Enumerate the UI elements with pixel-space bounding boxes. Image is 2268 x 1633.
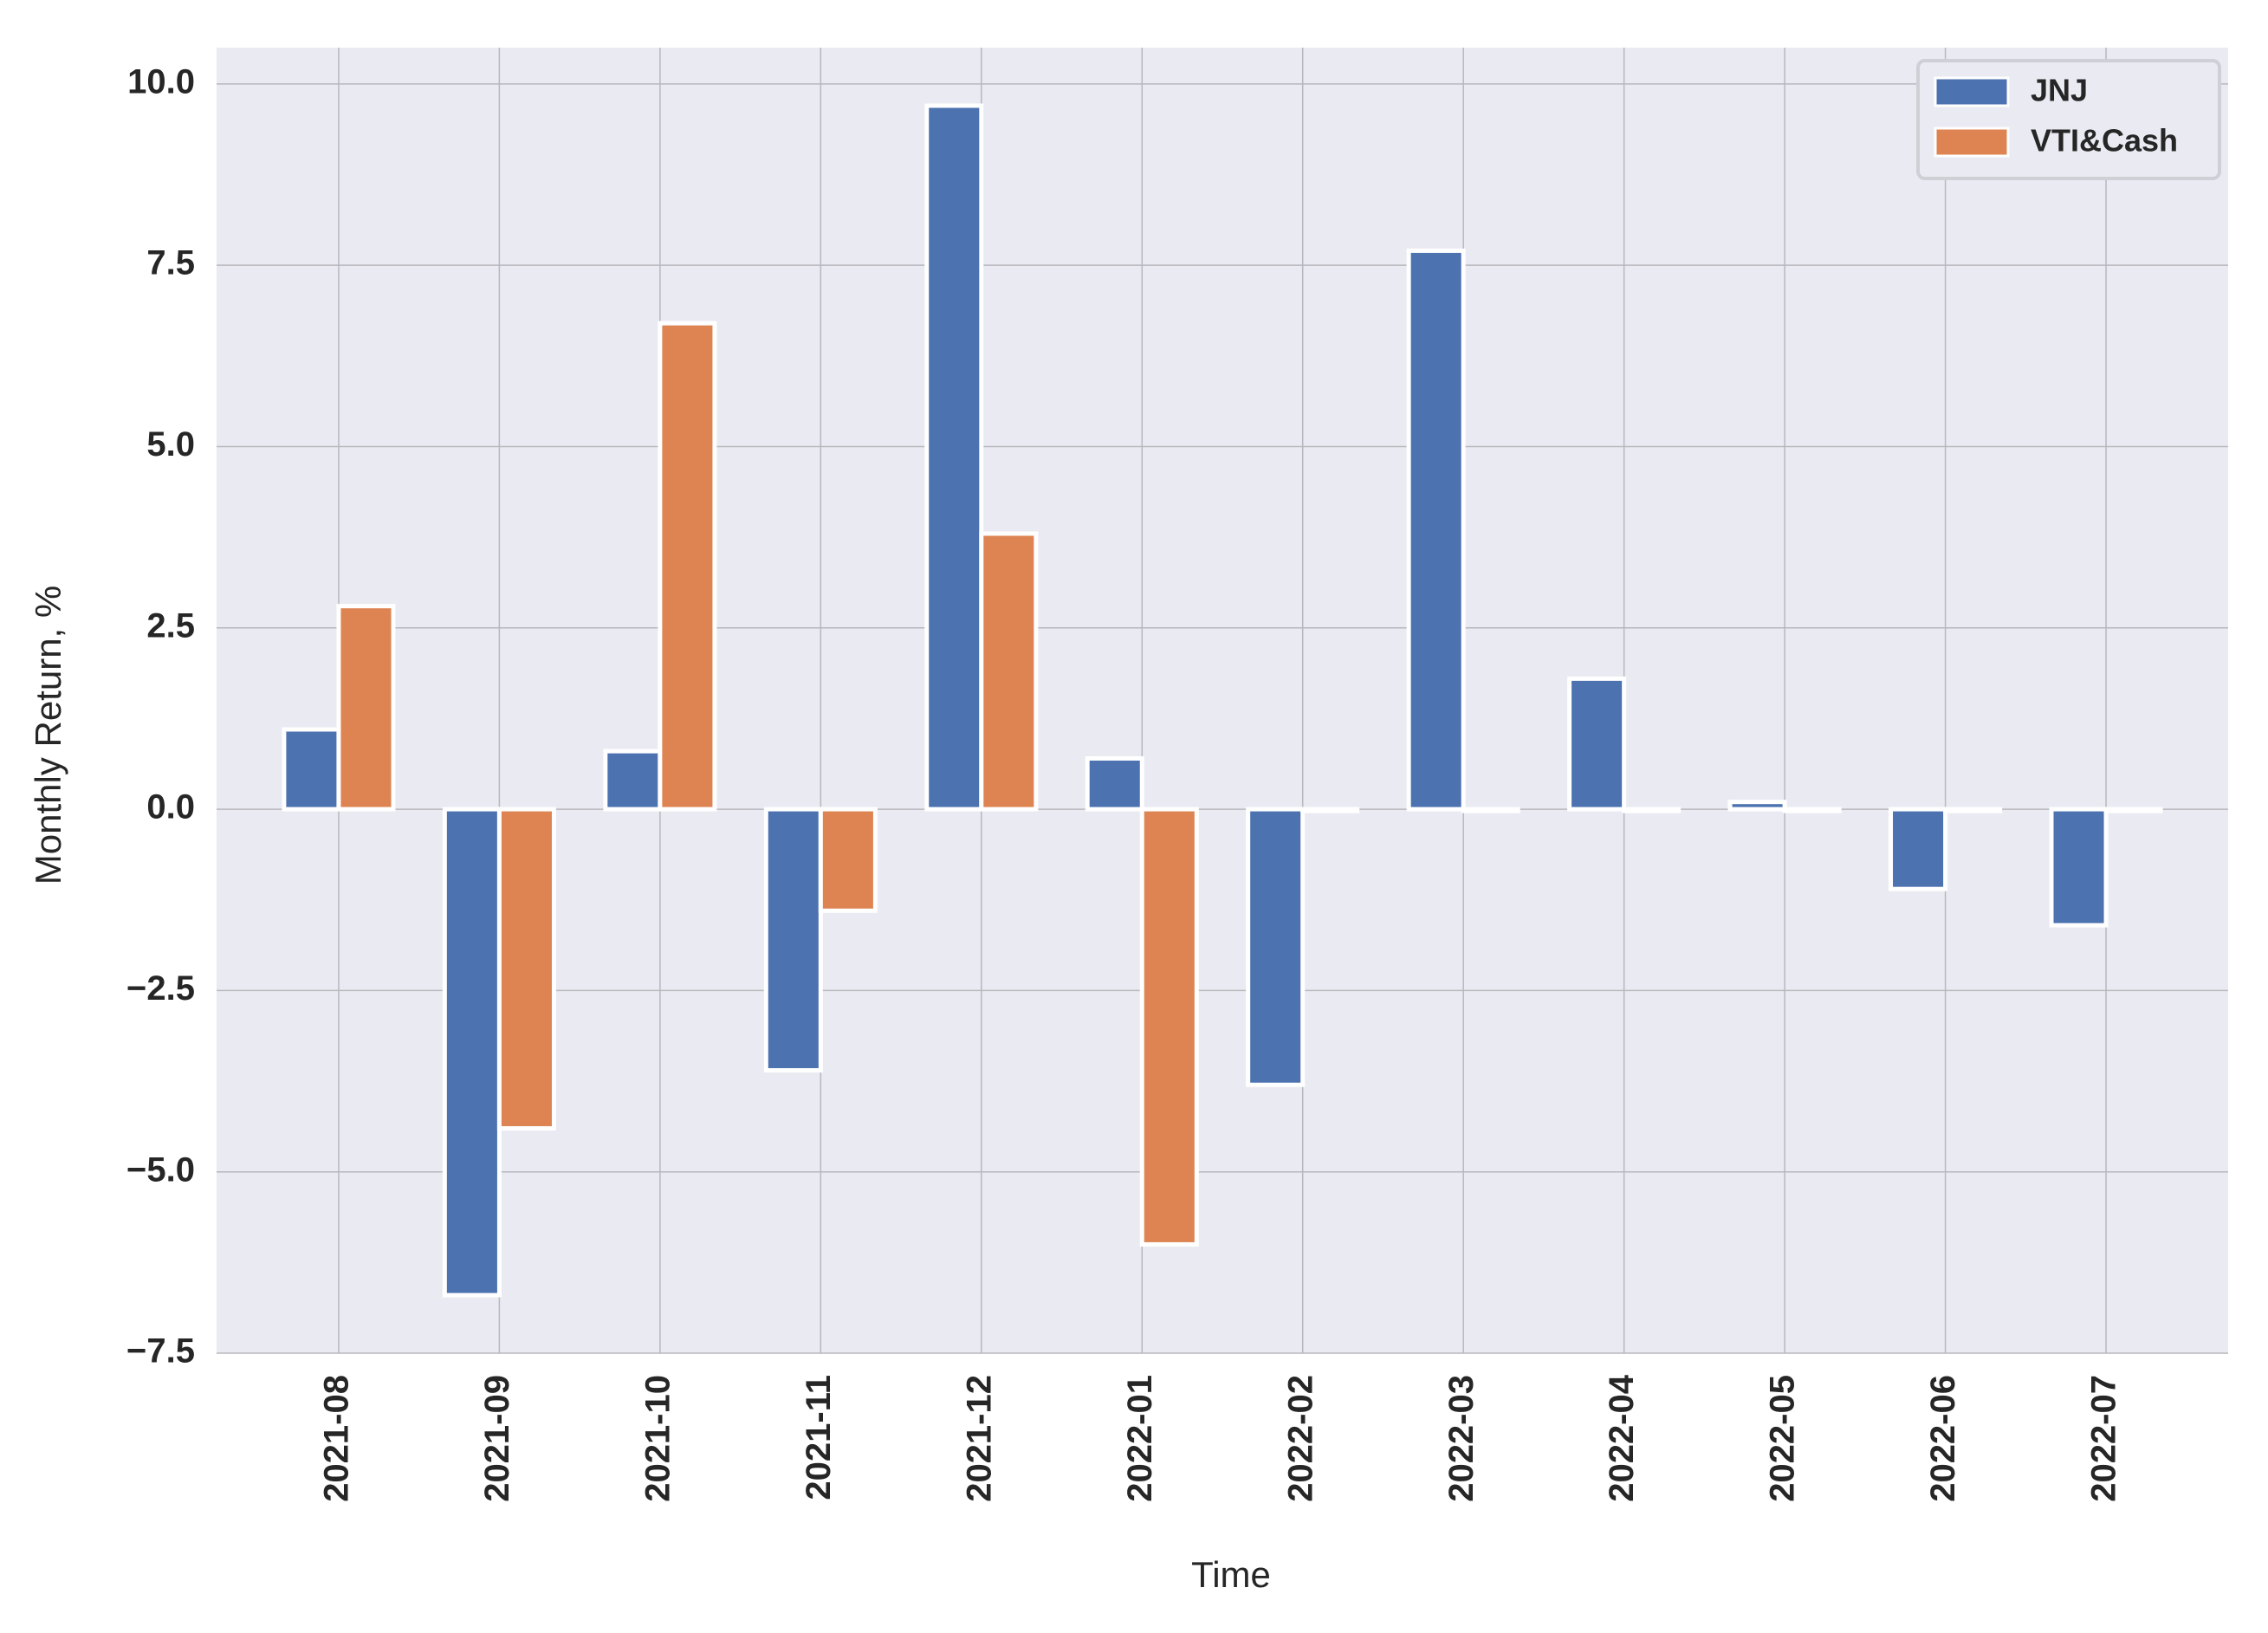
legend-label: VTI&Cash [2031, 123, 2178, 159]
y-tick-label: −5.0 [126, 1150, 195, 1189]
x-tick-label: 2022-01 [1121, 1375, 1159, 1502]
bar-vti-cash-2022-02 [1300, 807, 1360, 813]
y-tick-label: 5.0 [146, 425, 195, 463]
bar-jnj-2021-11 [763, 807, 823, 1072]
y-axis-title: Monthly Return, % [28, 586, 68, 885]
bar-vti-cash-2021-08 [336, 604, 396, 812]
bar-vti-cash-2021-09 [496, 807, 556, 1131]
bar-vti-cash-2021-10 [658, 321, 717, 812]
x-tick-label: 2022-03 [1442, 1375, 1481, 1502]
legend-swatch [1934, 76, 2010, 107]
y-tick-label: −2.5 [126, 969, 195, 1008]
bar-jnj-2022-01 [1085, 755, 1144, 812]
plot-area [217, 48, 2228, 1353]
legend-swatch [1934, 126, 2010, 158]
x-tick-label: 2022-06 [1924, 1375, 1962, 1502]
bar-jnj-2021-08 [282, 727, 341, 812]
x-tick-label: 2022-04 [1603, 1374, 1641, 1502]
bar-vti-cash-2021-11 [818, 807, 878, 913]
x-tick-label: 2021-12 [960, 1375, 998, 1502]
bar-vti-cash-2022-01 [1139, 807, 1199, 1247]
bar-jnj-2022-05 [1727, 800, 1787, 812]
bar-vti-cash-2022-05 [1782, 807, 1842, 813]
x-tick-label: 2022-05 [1764, 1375, 1802, 1502]
x-tick-label: 2022-02 [1281, 1375, 1319, 1502]
bar-jnj-2022-02 [1246, 807, 1306, 1087]
bar-jnj-2022-03 [1406, 248, 1466, 812]
y-tick-label: 2.5 [146, 606, 195, 645]
bar-jnj-2021-10 [603, 748, 663, 812]
y-axis-ticks: −7.5 −5.0 −2.5 0.0 2.5 5.0 7.5 10.0 [126, 62, 195, 1370]
bar-jnj-2022-04 [1567, 676, 1627, 812]
bar-jnj-2022-07 [2049, 807, 2109, 928]
bar-vti-cash-2021-12 [979, 531, 1039, 812]
x-axis-ticks: 2021-08 2021-09 2021-10 2021-11 2021-12 2022-… [318, 1374, 2123, 1502]
bar-vti-cash-2022-06 [1943, 807, 2003, 813]
bar-vti-cash-2022-03 [1461, 807, 1520, 813]
y-tick-label: 10.0 [127, 62, 195, 100]
x-axis-title: Time [1191, 1554, 1271, 1595]
x-tick-label: 2021-09 [478, 1375, 516, 1502]
bar-vti-cash-2022-04 [1622, 807, 1682, 813]
bar-jnj-2022-06 [1889, 807, 1948, 891]
x-tick-label: 2021-08 [318, 1375, 356, 1502]
x-tick-label: 2021-10 [638, 1375, 677, 1502]
x-tick-label: 2021-11 [800, 1375, 838, 1500]
y-tick-label: 0.0 [146, 788, 195, 826]
bars [282, 103, 2163, 1298]
bar-jnj-2021-09 [442, 807, 502, 1298]
y-tick-label: −7.5 [126, 1332, 195, 1371]
legend-label: JNJ [2031, 73, 2088, 108]
y-tick-label: 7.5 [146, 244, 195, 282]
bar-vti-cash-2022-07 [2103, 807, 2163, 813]
x-tick-label: 2022-07 [2085, 1375, 2123, 1502]
bar-jnj-2021-12 [924, 103, 984, 812]
legend: JNJ VTI&Cash [1916, 59, 2221, 180]
